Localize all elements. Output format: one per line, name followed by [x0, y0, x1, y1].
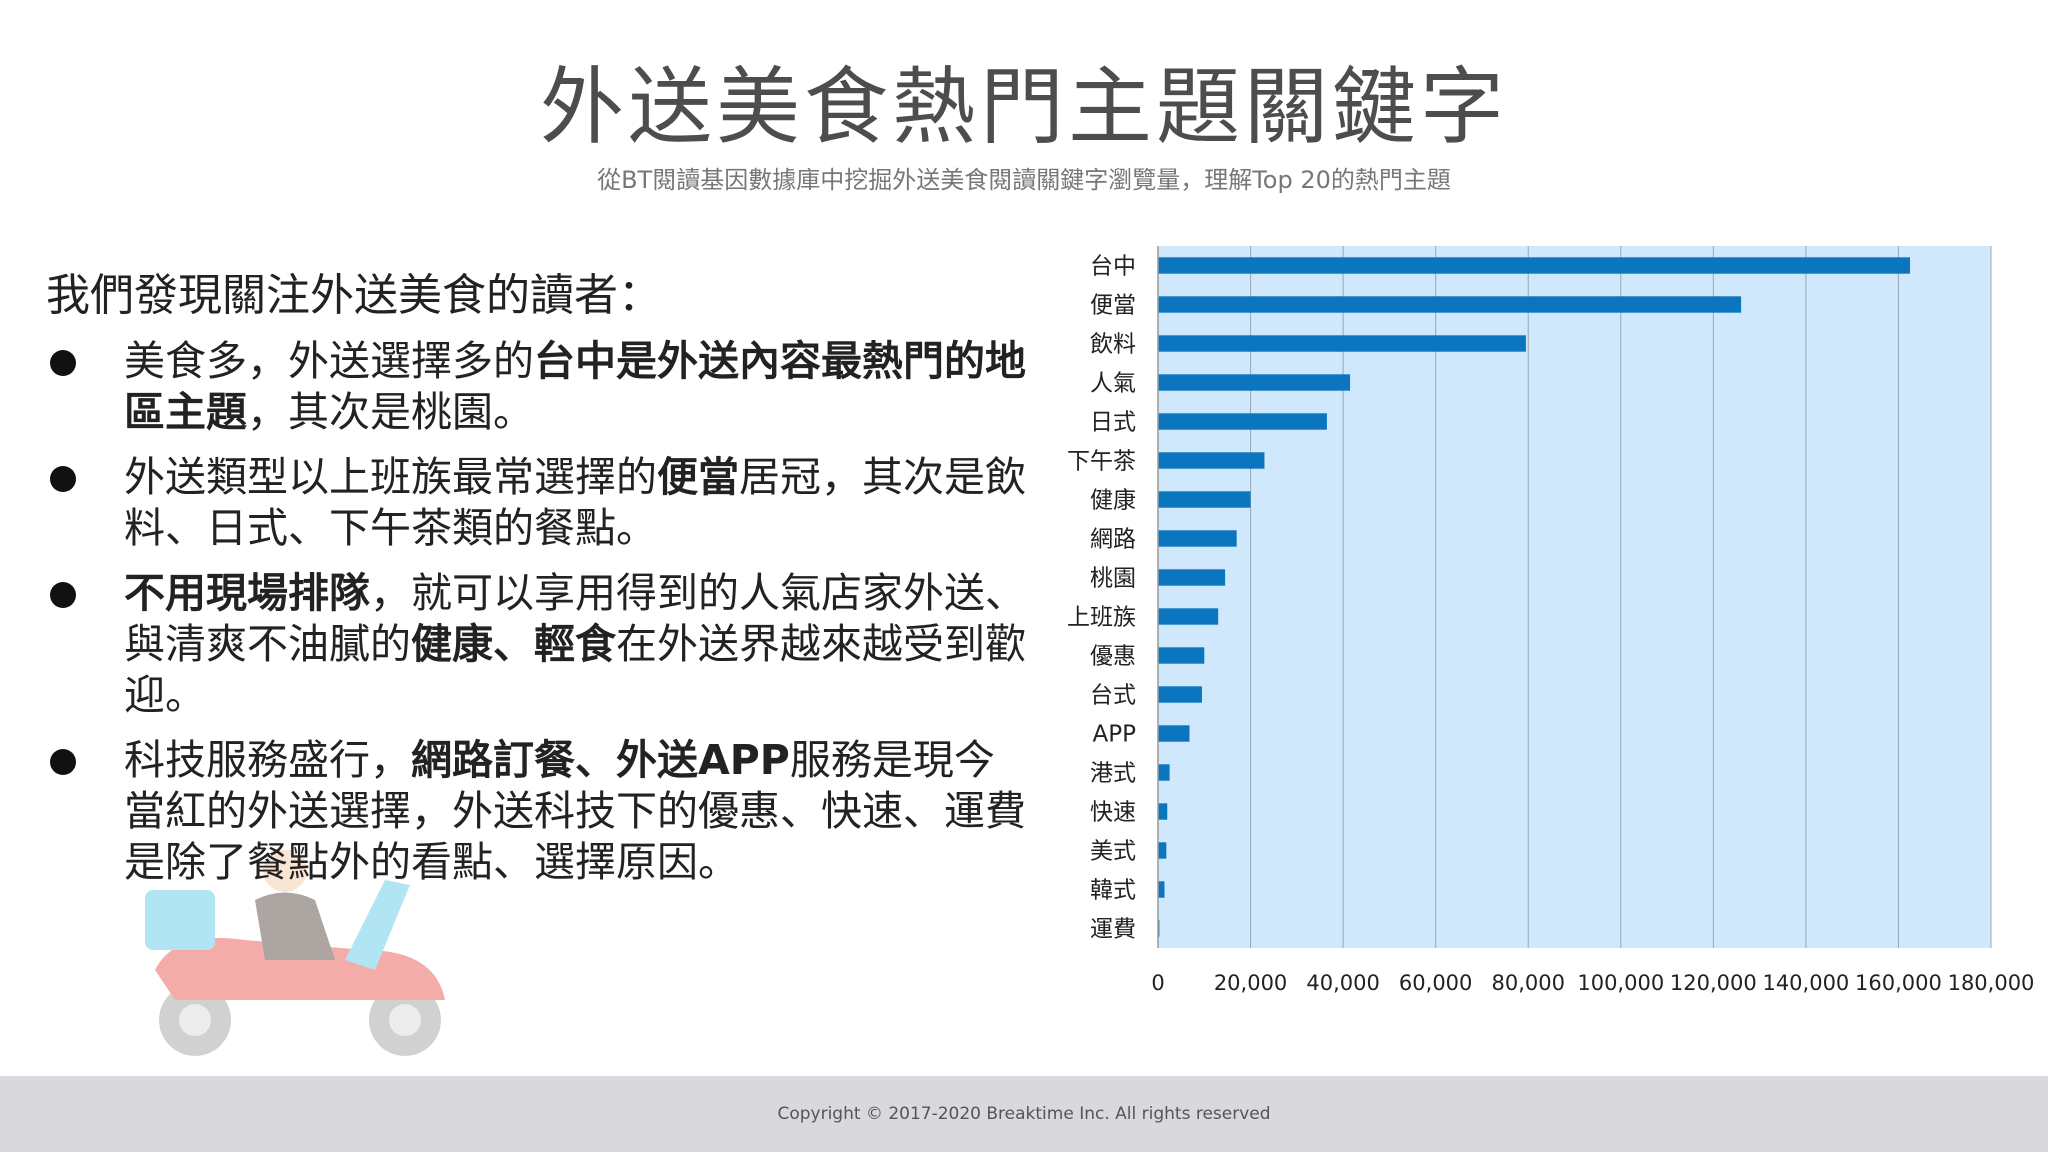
x-tick-label: 120,000 [1670, 971, 1757, 995]
bar-6 [1158, 452, 1265, 469]
x-tick-label: 0 [1151, 971, 1164, 995]
y-category-label: 港式 [1090, 761, 1136, 787]
bullet-highlight: 台中是外送內容最熱門的地區主題 [124, 337, 1026, 436]
y-category-label: 人氣 [1090, 371, 1136, 397]
bullet-text: 外送類型以上班族最常選擇的 [124, 453, 657, 501]
bar-3 [1158, 335, 1526, 352]
bullet-dot-icon [50, 350, 76, 376]
y-category-label: 美式 [1090, 839, 1136, 865]
footer-bar [0, 1076, 2048, 1152]
bar-13 [1158, 725, 1190, 742]
bullet-text: 美食多，外送選擇多的 [124, 337, 534, 385]
finding-bullet: 科技服務盛行，網路訂餐、外送APP服務是現今當紅的外送選擇，外送科技下的優惠、快… [46, 735, 1026, 888]
page-subtitle: 從BT閱讀基因數據庫中挖掘外送美食閱讀關鍵字瀏覽量，理解Top 20的熱門主題 [597, 166, 1451, 194]
bullet-highlight: 不用現場排隊 [124, 569, 370, 617]
findings-intro: 我們發現關注外送美食的讀者： [46, 270, 662, 321]
bullet-highlight: 網路訂餐、外送APP [411, 736, 790, 784]
y-category-label: 健康 [1090, 488, 1136, 514]
bullet-highlight: 便當 [657, 453, 739, 501]
x-tick-label: 40,000 [1306, 971, 1379, 995]
x-tick-label: 100,000 [1577, 971, 1664, 995]
bullet-text: 居冠，其次是飲料、日式、下午茶類的餐點。 [124, 453, 1026, 552]
y-category-label: 飲料 [1090, 332, 1136, 358]
bar-15 [1158, 803, 1168, 820]
y-category-label: 運費 [1090, 917, 1136, 943]
bars [1158, 257, 1911, 937]
x-tick-label: 140,000 [1762, 971, 1849, 995]
y-category-label: 上班族 [1067, 605, 1136, 631]
bar-1 [1158, 257, 1911, 274]
bar-16 [1158, 842, 1167, 859]
x-tick-label: 160,000 [1855, 971, 1942, 995]
y-category-label: 優惠 [1090, 644, 1136, 670]
x-tick-label: 20,000 [1214, 971, 1287, 995]
bullet-text: 服務是現今當紅的外送選擇，外送科技下的優惠、快速、運費是除了餐點外的看點、選擇原… [124, 736, 1026, 886]
page-title: 外送美食熱門主題關鍵字 [539, 58, 1508, 156]
bar-17 [1158, 881, 1165, 898]
gridlines [1250, 246, 1992, 948]
bar-8 [1158, 530, 1237, 547]
bullet-text: 科技服務盛行， [124, 736, 411, 784]
bar-chart: 台中便當飲料人氣日式下午茶健康網路桃園上班族優惠台式APP港式快速美式韓式運費 … [1067, 246, 2034, 995]
y-category-label: 日式 [1090, 410, 1136, 436]
y-category-label: 韓式 [1090, 878, 1136, 904]
bullet-dot-icon [50, 466, 76, 492]
finding-bullet: 美食多，外送選擇多的台中是外送內容最熱門的地區主題，其次是桃園。 [46, 336, 1026, 438]
y-category-label: 桃園 [1090, 566, 1136, 592]
finding-bullet: 不用現場排隊，就可以享用得到的人氣店家外送、與清爽不油膩的健康、輕食在外送界越來… [46, 568, 1026, 721]
copyright-text: Copyright © 2017-2020 Breaktime Inc. All… [777, 1104, 1271, 1124]
y-category-label: 網路 [1090, 527, 1136, 553]
x-tick-label: 180,000 [1948, 971, 2035, 995]
bullet-text: ，就可以享用得到的人氣店家外送、與清爽不油膩的 [124, 569, 1026, 668]
bullet-dot-icon [50, 749, 76, 775]
bar-12 [1158, 686, 1202, 703]
y-category-label: 台式 [1090, 683, 1136, 709]
finding-bullet: 外送類型以上班族最常選擇的便當居冠，其次是飲料、日式、下午茶類的餐點。 [46, 452, 1026, 554]
bar-4 [1158, 374, 1351, 391]
x-tick-label: 60,000 [1399, 971, 1472, 995]
bar-11 [1158, 647, 1205, 664]
x-tick-label: 80,000 [1491, 971, 1564, 995]
bar-10 [1158, 608, 1219, 625]
bullet-text: ，其次是桃園。 [247, 388, 534, 436]
bar-14 [1158, 764, 1170, 781]
y-category-label: 便當 [1090, 293, 1136, 319]
y-category-label: APP [1093, 722, 1137, 748]
delivery-scooter-icon [145, 850, 445, 1056]
bar-7 [1158, 491, 1251, 508]
x-axis-labels: 0 20,000 40,000 60,000 80,000 100,000 120,000 1… [1151, 971, 2034, 995]
bullet-highlight: 健康、輕食 [411, 620, 616, 668]
bar-5 [1158, 413, 1327, 430]
plot-area [1158, 246, 1991, 948]
bar-2 [1158, 296, 1742, 313]
bullet-text: 在外送界越來越受到歡迎。 [124, 620, 1026, 719]
bar-9 [1158, 569, 1226, 586]
findings-list: 美食多，外送選擇多的台中是外送內容最熱門的地區主題，其次是桃園。 外送類型以上班族… [46, 336, 1026, 902]
y-category-label: 下午茶 [1067, 449, 1136, 475]
y-category-label: 台中 [1090, 254, 1136, 280]
bullet-dot-icon [50, 582, 76, 608]
y-category-label: 快速 [1090, 800, 1136, 826]
